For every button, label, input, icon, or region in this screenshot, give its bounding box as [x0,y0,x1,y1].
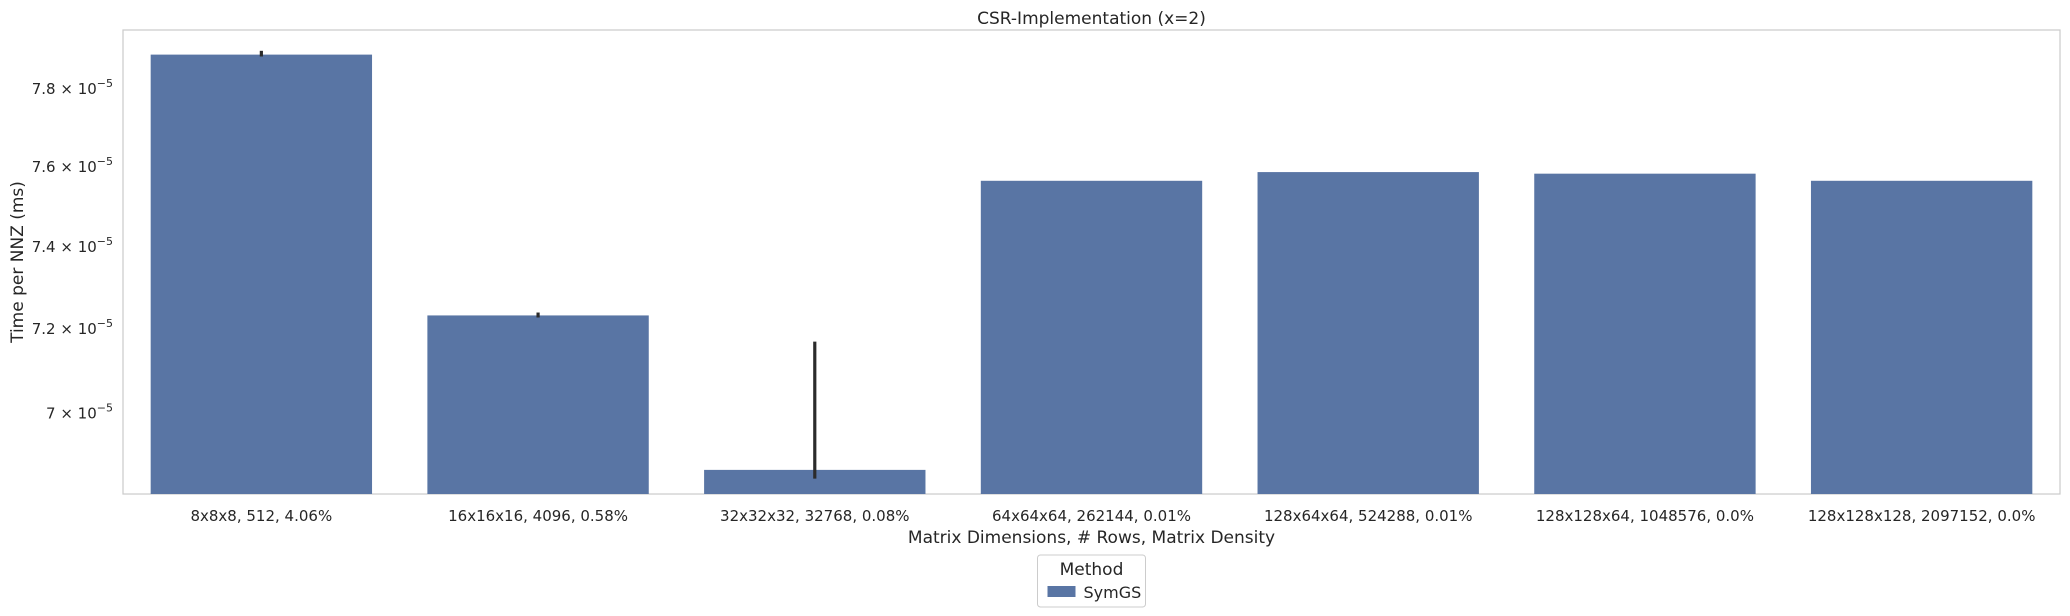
legend-title: Method [1060,560,1124,580]
x-tick-label: 8x8x8, 512, 4.06% [190,507,332,525]
error-bars-group [259,50,817,479]
bar [427,315,649,494]
x-axis-label: Matrix Dimensions, # Rows, Matrix Densit… [908,528,1275,548]
y-tick-label: 7 × 10−5 [46,402,113,423]
y-tick-labels: 7 × 10−5 7.2 × 10−5 7.4 × 10−5 7.6 × 10−5 7.… [32,77,113,423]
bar [1257,172,1479,494]
y-tick-label: 7.8 × 10−5 [32,77,113,98]
x-tick-label: 64x64x64, 262144, 0.01% [992,507,1191,525]
chart-title: CSR-Implementation (x=2) [977,9,1206,29]
bars-group [150,54,2033,495]
legend: Method SymGS [1037,554,1146,608]
y-tick-label: 7.6 × 10−5 [32,155,113,176]
bar [980,180,1203,494]
legend-swatch-symgs [1047,586,1076,597]
legend-label-symgs: SymGS [1084,583,1142,602]
x-tick-label: 32x32x32, 32768, 0.08% [720,507,909,525]
x-tick-label: 128x64x64, 524288, 0.01% [1264,507,1473,525]
y-axis-label: Time per NNZ (ms) [8,181,28,344]
x-tick-labels: 8x8x8, 512, 4.06% 16x16x16, 4096, 0.58% 32… [190,507,2035,525]
bar [1810,180,2033,494]
bar [150,54,373,495]
x-tick-label: 16x16x16, 4096, 0.58% [448,507,628,525]
x-tick-label: 128x128x64, 1048576, 0.0% [1536,507,1754,525]
y-tick-label: 7.4 × 10−5 [32,235,113,256]
y-tick-label: 7.2 × 10−5 [32,317,113,338]
x-tick-label: 128x128x128, 2097152, 0.0% [1808,507,2036,525]
bar [1534,173,1756,495]
